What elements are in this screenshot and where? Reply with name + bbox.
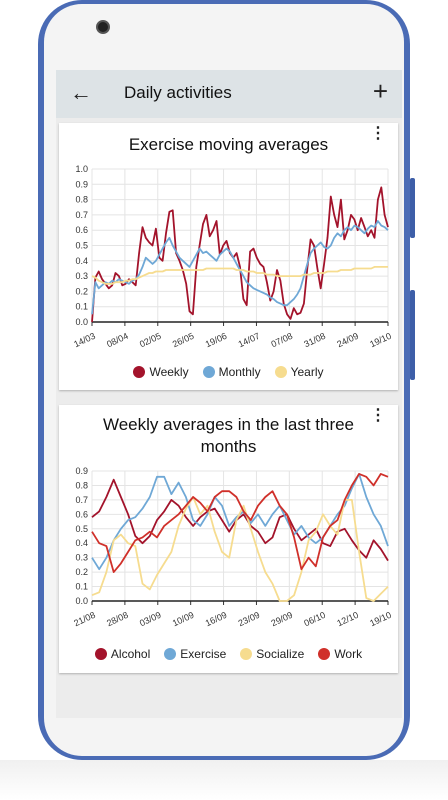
more-options-icon[interactable]: ⋮	[370, 125, 386, 142]
series-line-work	[91, 473, 389, 574]
legend-label: Monthly	[218, 365, 261, 379]
y-tick-label: 0.2	[75, 286, 88, 296]
front-camera	[96, 20, 110, 34]
legend-swatch	[274, 366, 287, 378]
legend-item-socialize[interactable]: Socialize	[240, 647, 304, 661]
y-tick-label: 0.7	[75, 210, 88, 220]
legend-item-yearly[interactable]: Yearly	[274, 365, 324, 379]
add-icon[interactable]: +	[372, 76, 388, 106]
page-title: Daily activities	[124, 83, 232, 102]
y-tick-label: 0.4	[75, 256, 88, 266]
x-tick-label: 03/09	[138, 610, 163, 629]
legend-item-exercise[interactable]: Exercise	[164, 647, 226, 661]
y-tick-label: 0.1	[75, 302, 88, 312]
y-tick-label: 0.0	[75, 596, 88, 606]
app-bar: ← Daily activities +	[56, 70, 402, 118]
legend-label: Yearly	[290, 365, 324, 379]
x-tick-label: 08/04	[105, 331, 130, 350]
series-line-yearly	[91, 266, 388, 285]
y-tick-label: 0.6	[75, 225, 88, 235]
legend-swatch	[164, 648, 177, 660]
legend-label: Weekly	[149, 365, 189, 379]
series-line-socialize	[91, 496, 389, 602]
y-tick-label: 0.6	[75, 509, 88, 519]
weekly-averages-card: Weekly averages in the last three months…	[59, 405, 398, 673]
y-tick-label: 0.8	[75, 195, 88, 205]
y-tick-label: 0.8	[75, 480, 88, 490]
x-tick-label: 14/07	[237, 331, 262, 350]
y-tick-label: 0.9	[75, 466, 88, 476]
x-tick-label: 28/08	[105, 610, 130, 629]
y-tick-label: 0.9	[75, 179, 88, 189]
x-tick-label: 14/03	[72, 331, 97, 350]
legend-item-work[interactable]: Work	[318, 647, 362, 661]
floor-shadow	[0, 760, 448, 800]
legend-swatch	[240, 648, 253, 660]
legend-item-monthly[interactable]: Monthly	[202, 365, 261, 379]
series-line-weekly	[91, 186, 389, 323]
legend-label: Socialize	[256, 647, 305, 661]
x-tick-label: 31/08	[302, 331, 327, 350]
x-tick-label: 10/09	[171, 610, 196, 629]
back-arrow-icon[interactable]: ←	[70, 80, 92, 105]
legend-item-alcohol[interactable]: Alcohol	[94, 647, 151, 661]
legend-swatch	[133, 366, 146, 378]
power-button	[410, 290, 415, 380]
y-tick-label: 0.2	[75, 567, 88, 577]
legend-label: Work	[334, 647, 363, 661]
y-tick-label: 0.3	[75, 553, 88, 563]
x-tick-label: 29/09	[270, 610, 295, 629]
y-tick-label: 1.0	[75, 164, 88, 174]
x-tick-label: 16/09	[204, 610, 229, 629]
weekly-averages-line-chart: 0.0 0.1 0.2 0.3 0.4 0.5 0.6 0.7 0.8 0.9 21/08 28/08…	[72, 466, 393, 629]
x-tick-label: 19/10	[368, 331, 393, 350]
x-tick-label: 07/08	[270, 331, 295, 350]
chart-legend: Weekly Monthly Yearly	[59, 365, 398, 379]
x-tick-label: 21/08	[72, 610, 97, 629]
y-tick-label: 0.5	[75, 524, 88, 534]
more-options-icon[interactable]: ⋮	[370, 407, 386, 424]
x-tick-label: 19/06	[204, 331, 229, 350]
legend-label: Alcohol	[110, 647, 151, 661]
y-tick-label: 0.4	[75, 538, 88, 548]
exercise-line-chart: 0.0 0.1 0.2 0.3 0.4 0.5 0.6 0.7 0.8 0.9 1.0 14/03 08…	[72, 164, 393, 350]
x-tick-label: 24/09	[335, 331, 360, 350]
x-tick-label: 12/10	[335, 610, 360, 629]
legend-label: Exercise	[180, 647, 227, 661]
legend-swatch	[202, 366, 215, 378]
exercise-chart-card: Exercise moving averages ⋮ 0.0 0.1 0.2 0.3 0…	[59, 123, 398, 390]
x-tick-label: 02/05	[138, 331, 163, 350]
legend-item-weekly[interactable]: Weekly	[133, 365, 189, 379]
chart-legend: Alcohol Exercise Socialize Work	[59, 647, 398, 661]
x-tick-label: 19/10	[368, 610, 393, 629]
y-tick-label: 0.1	[75, 582, 88, 592]
volume-button	[410, 178, 415, 238]
x-tick-label: 06/10	[302, 610, 327, 629]
x-tick-label: 26/05	[171, 331, 196, 350]
y-tick-label: 0.0	[75, 317, 88, 327]
x-tick-label: 23/09	[237, 610, 262, 629]
y-tick-label: 0.5	[75, 241, 88, 251]
y-tick-label: 0.7	[75, 495, 88, 505]
chart-title: Exercise moving averages	[128, 135, 329, 154]
y-tick-label: 0.3	[75, 271, 88, 281]
chart-title: Weekly averages in the last three months	[102, 415, 355, 456]
legend-swatch	[94, 648, 107, 660]
legend-swatch	[318, 648, 331, 660]
